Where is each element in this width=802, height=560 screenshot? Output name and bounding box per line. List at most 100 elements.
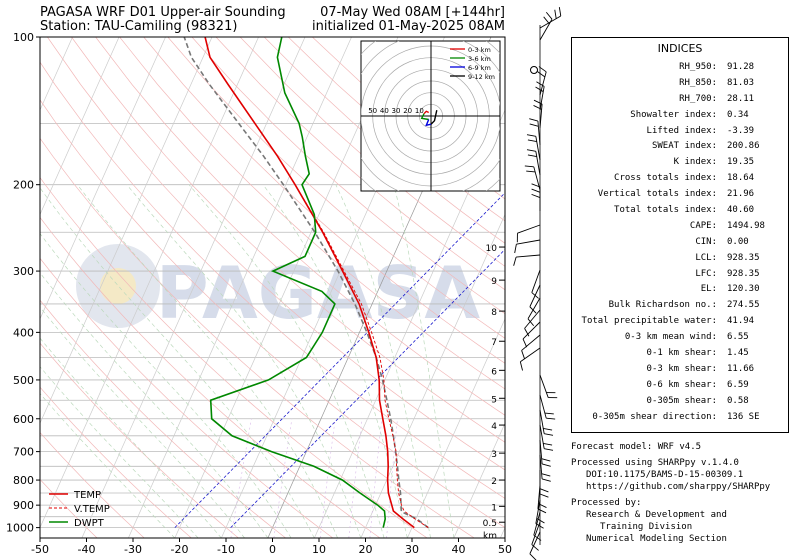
isotherm-line [407, 317, 505, 538]
logo-sun [100, 268, 136, 304]
plot-area: PAGASA [0, 37, 505, 538]
index-value: 1.45 [727, 347, 749, 358]
wind-barb [513, 254, 541, 266]
index-row: Cross totals index: 18.64 [572, 170, 788, 186]
footer-doi: DOI:10.1175/BAMS-D-15-00309.1 [586, 470, 744, 480]
mixing-ratio-line [319, 418, 336, 538]
index-value: 136 SE [727, 411, 760, 422]
hodograph-trace [425, 119, 432, 127]
dry-adiabat [40, 257, 334, 538]
index-row: 0-3 km shear: 11.66 [572, 361, 788, 377]
index-label: Cross totals index: [614, 173, 717, 184]
footer-org-3: Numerical Modeling Section [586, 534, 727, 544]
hodograph-trace [430, 110, 438, 125]
wind-barb [537, 66, 547, 96]
isotherm-line [128, 37, 352, 538]
index-label: 0-1 km shear: [646, 347, 717, 358]
index-label: CIN: [695, 236, 717, 247]
dry-adiabat [47, 37, 505, 471]
index-value: 21.96 [727, 189, 755, 200]
index-label: CAPE: [689, 220, 717, 231]
moist-adiabat [188, 184, 385, 538]
chart-title-right: 07-May Wed 08AM [+144hr] initialized 01-… [312, 6, 505, 34]
index-value: 81.03 [727, 77, 755, 88]
wind-barb [539, 374, 558, 399]
index-value: 19.35 [727, 157, 755, 168]
height-tick-label: km [483, 531, 497, 541]
height-tick-label: 10 [486, 244, 498, 254]
moist-adiabat [393, 184, 455, 538]
hodograph-ring-label: 50 [368, 107, 377, 115]
init-time: initialized 01-May-2025 08AM [311, 19, 505, 34]
legend-label: V.TEMP [74, 504, 110, 515]
index-value: 0.00 [727, 236, 749, 247]
index-label: 0-3 km shear: [646, 363, 717, 374]
wind-barb [535, 81, 545, 111]
index-row: K index: 19.35 [572, 154, 788, 170]
index-value: 40.60 [727, 204, 755, 215]
y-tick-label: 1000 [6, 522, 34, 535]
moist-adiabat [40, 366, 199, 538]
height-tick-label: 2 [491, 477, 497, 487]
legend-label: DWPT [74, 518, 105, 529]
dry-adiabat [239, 37, 505, 267]
moist-adiabat [40, 337, 222, 538]
title-line-1: PAGASA WRF D01 Upper-air Sounding [40, 5, 286, 20]
series-temp [204, 37, 415, 529]
series-dwpt [209, 37, 387, 528]
x-tick-label: -30 [124, 543, 142, 556]
footer-org-1: Research & Development and [586, 510, 727, 520]
dry-adiabat [40, 431, 145, 538]
isotherm-line [40, 37, 213, 425]
hodograph-legend-label: 0-3 km [468, 46, 491, 54]
wind-barb [521, 334, 541, 360]
mixing-ratio-line [369, 418, 383, 538]
y-tick-label: 700 [13, 446, 34, 459]
moist-adiabat [262, 184, 408, 538]
moist-adiabat [40, 392, 176, 538]
isotherm-line [453, 422, 505, 538]
index-row: 0-305m shear: 0.58 [572, 393, 788, 409]
index-label: Bulk Richardson no.: [608, 300, 717, 311]
x-tick-label: -50 [31, 543, 49, 556]
index-label: SWEAT index: [651, 141, 717, 152]
mixing-ratio-line [386, 418, 398, 538]
height-tick-label: 7 [491, 338, 497, 348]
isotherm-line [360, 213, 505, 538]
height-tick-label: 9 [491, 277, 497, 287]
isotherm-line [0, 37, 26, 538]
index-label: Total totals index: [614, 204, 717, 215]
wind-barb [537, 484, 547, 514]
footer-org-2: Training Division [600, 522, 693, 532]
footer-url: https://github.com/sharppy/SHARPpy [586, 482, 771, 492]
dry-adiabat [215, 37, 505, 291]
wind-barb [527, 297, 541, 327]
height-tick-label: 8 [491, 308, 497, 318]
wind-barb [519, 347, 541, 371]
y-tick-label: 900 [13, 499, 34, 512]
height-tick-label: 1 [491, 503, 497, 513]
index-value: 0.34 [727, 109, 749, 120]
index-row: LCL: 928.35 [572, 250, 788, 266]
wind-barb [531, 183, 541, 211]
hodograph-legend-label: 9-12 km [468, 73, 495, 81]
moist-adiabat [40, 272, 269, 538]
wind-barb [539, 394, 556, 420]
wind-barb [516, 224, 541, 243]
dry-adiabat [167, 37, 505, 339]
dry-adiabat [119, 37, 505, 390]
height-tick-label: 5 [491, 395, 497, 405]
index-value: 928.35 [727, 268, 760, 279]
mixing-ratio-line [230, 418, 252, 538]
hodograph-legend-label: 6-9 km [468, 64, 491, 72]
index-value: 41.94 [727, 316, 755, 327]
hodograph-trace [420, 113, 429, 121]
wind-barb [539, 439, 551, 467]
wind-barb [529, 118, 541, 146]
index-value: 274.55 [727, 300, 760, 311]
dry-adiabat [40, 216, 381, 538]
moist-adiabat [40, 187, 315, 538]
title-line-2: Station: TAU-Camiling (98321) [40, 19, 238, 34]
isotherm-line [40, 37, 73, 111]
